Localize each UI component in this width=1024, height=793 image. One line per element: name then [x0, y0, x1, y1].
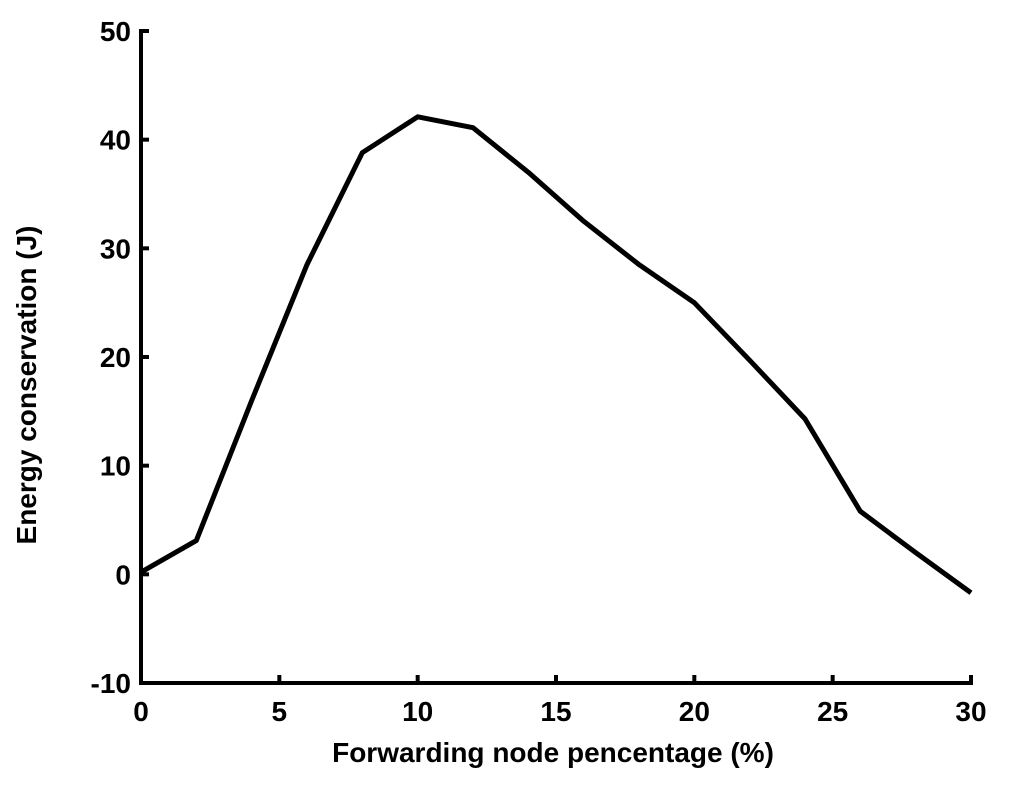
x-tick-label: 10 — [402, 696, 433, 727]
y-ticks: -10 0 10 20 30 40 50 — [91, 16, 149, 699]
x-tick-label: 0 — [133, 696, 149, 727]
x-tick-label: 20 — [679, 696, 710, 727]
x-ticks: 0 5 10 15 20 25 30 — [133, 675, 987, 727]
x-axis-label: Forwarding node pencentage (%) — [332, 737, 774, 768]
x-tick-label: 5 — [272, 696, 288, 727]
axes — [139, 29, 973, 685]
y-tick-label: 50 — [100, 16, 131, 47]
x-tick-label: 25 — [817, 696, 848, 727]
y-tick-label: 30 — [100, 233, 131, 264]
y-tick-label: 0 — [115, 559, 131, 590]
series-line — [139, 114, 973, 595]
y-tick-label: 20 — [100, 342, 131, 373]
x-tick-label: 30 — [955, 696, 986, 727]
y-tick-label: -10 — [91, 668, 131, 699]
y-tick-label: 40 — [100, 125, 131, 156]
x-tick-label: 15 — [540, 696, 571, 727]
y-axis-label: Energy conservation (J) — [11, 226, 42, 545]
y-tick-label: 10 — [100, 451, 131, 482]
series-group — [139, 114, 973, 595]
